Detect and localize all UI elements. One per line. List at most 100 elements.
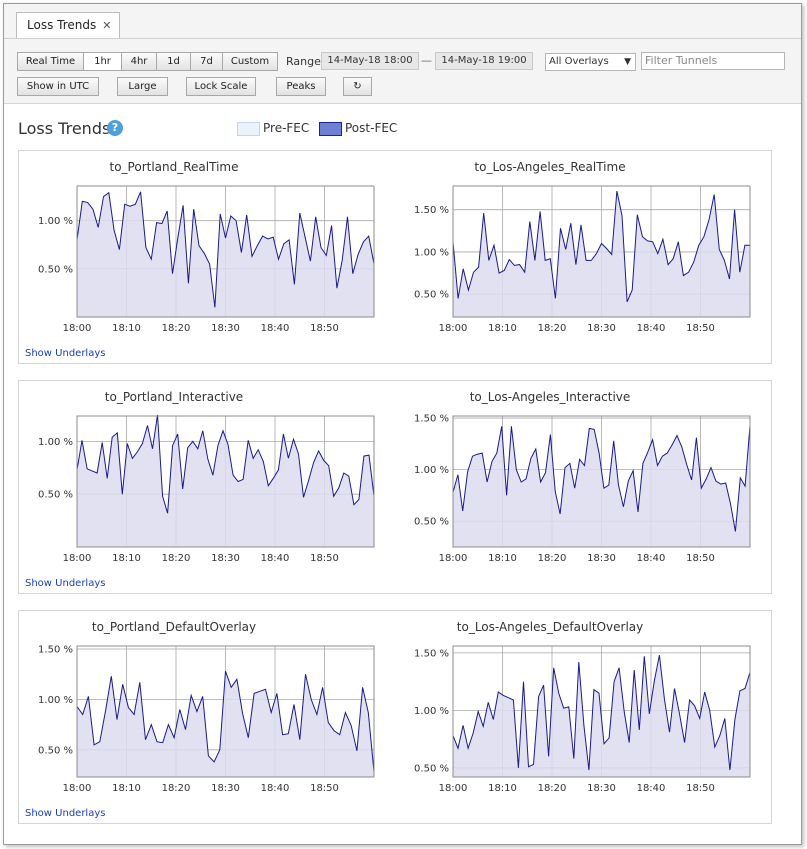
- x-tick-label: 18:20: [538, 323, 567, 334]
- show-underlays-link[interactable]: Show Underlays: [25, 808, 106, 819]
- x-tick-label: 18:10: [488, 323, 517, 334]
- x-tick-label: 18:20: [538, 783, 567, 794]
- post-fec-area: [453, 425, 750, 547]
- y-tick-label: 0.50 %: [38, 490, 73, 501]
- plot-border: [452, 415, 751, 548]
- chart-portland-interactive: to_Portland_Interactive 0.50 % 1.00 % 18:0…: [19, 390, 375, 570]
- y-tick-label: 0.50 %: [38, 264, 73, 275]
- chart-los-angeles-realtime: to_Los-Angeles_RealTime 0.50 % 1.00 % 1.50…: [395, 160, 751, 340]
- legend-post-fec-swatch: [319, 122, 342, 136]
- range-realtime-button[interactable]: Real Time: [17, 52, 84, 71]
- x-tick-label: 18:30: [587, 323, 616, 334]
- x-tick-label: 18:00: [439, 783, 468, 794]
- range-4hr-button[interactable]: 4hr: [121, 52, 157, 71]
- range-label: Range: [286, 55, 321, 68]
- legend-pre-fec-label: Pre-FEC: [263, 121, 310, 135]
- close-icon[interactable]: ✕: [102, 19, 112, 32]
- post-fec-line: [76, 414, 375, 514]
- chart-title: to_Portland_DefaultOverlay: [91, 620, 257, 634]
- x-tick-label: 18:50: [686, 553, 715, 564]
- x-tick-label: 18:50: [686, 783, 715, 794]
- tunnel-group-portland-la-interactive: to_Portland_Interactive 0.50 % 1.00 % 18:0…: [18, 380, 772, 594]
- y-tick-label: 1.00 %: [414, 465, 449, 476]
- range-1hr-button[interactable]: 1hr: [83, 52, 122, 71]
- loss-chart-plot[interactable]: 0.50 % 1.00 % 1.50 % 18:00 18:10 18:20 18:30 18…: [395, 620, 751, 800]
- x-tick-label: 18:50: [310, 323, 339, 334]
- plot-border: [76, 415, 375, 548]
- app-window: Loss Trends ✕ Real Time 1hr 4hr 1d 7d Cus…: [3, 3, 802, 845]
- tunnel-group-portland-la-default: to_Portland_DefaultOverlay 0.50 % 1.00 % 1…: [18, 610, 772, 824]
- chart-title: to_Los-Angeles_RealTime: [474, 160, 626, 174]
- x-tick-label: 18:20: [162, 783, 191, 794]
- post-fec-area: [77, 414, 374, 547]
- y-tick-label: 0.50 %: [414, 517, 449, 528]
- refresh-icon[interactable]: ↻: [343, 77, 372, 96]
- post-fec-line: [452, 190, 750, 302]
- y-tick-label: 0.50 %: [414, 763, 449, 774]
- peaks-button[interactable]: Peaks: [276, 77, 326, 96]
- show-underlays-link[interactable]: Show Underlays: [25, 348, 106, 359]
- x-tick-label: 18:40: [637, 323, 666, 334]
- chart-title: to_Los-Angeles_Interactive: [469, 390, 631, 404]
- x-tick-label: 18:00: [439, 323, 468, 334]
- show-utc-button[interactable]: Show in UTC: [17, 77, 99, 96]
- range-end-field[interactable]: 14-May-18 19:00: [435, 52, 533, 70]
- y-tick-label: 1.00 %: [38, 437, 73, 448]
- chart-title: to_Portland_RealTime: [109, 160, 239, 174]
- y-tick-label: 1.50 %: [414, 648, 449, 659]
- x-tick-label: 18:20: [538, 553, 567, 564]
- post-fec-line: [76, 191, 375, 308]
- show-underlays-link[interactable]: Show Underlays: [25, 578, 106, 589]
- range-custom-button[interactable]: Custom: [222, 52, 278, 71]
- x-tick-label: 18:30: [587, 553, 616, 564]
- x-tick-label: 18:10: [488, 783, 517, 794]
- toolbar: Real Time 1hr 4hr 1d 7d Custom Range 14-…: [4, 39, 801, 104]
- x-tick-label: 18:10: [488, 553, 517, 564]
- lock-scale-button[interactable]: Lock Scale: [186, 77, 256, 96]
- loss-chart-plot[interactable]: 0.50 % 1.00 % 1.50 % 18:00 18:10 18:20 18:30 18…: [395, 160, 751, 340]
- chart-portland-defaultoverlay: to_Portland_DefaultOverlay 0.50 % 1.00 % 1…: [19, 620, 375, 800]
- x-tick-label: 18:40: [261, 783, 290, 794]
- range-7d-button[interactable]: 7d: [190, 52, 223, 71]
- chevron-down-icon: ▼: [624, 57, 631, 67]
- post-fec-area: [77, 671, 374, 777]
- filter-tunnels-input[interactable]: Filter Tunnels: [641, 52, 785, 70]
- tunnel-group-portland-la-realtime: to_Portland_RealTime 0.50 % 1.00 % 18:00 18…: [18, 150, 772, 364]
- legend-post-fec-label: Post-FEC: [345, 121, 398, 135]
- x-tick-label: 18:10: [112, 783, 141, 794]
- loss-chart-plot[interactable]: 0.50 % 1.00 % 18:00 18:10 18:20 18:30 18:40 18:…: [19, 160, 375, 340]
- overlay-select-value: All Overlays: [549, 56, 609, 67]
- x-tick-label: 18:00: [63, 323, 92, 334]
- help-icon[interactable]: ?: [107, 120, 123, 136]
- loss-chart-plot[interactable]: 0.50 % 1.00 % 18:00 18:10 18:20 18:30 18:40 18:…: [19, 390, 375, 570]
- y-tick-label: 1.00 %: [38, 216, 73, 227]
- x-tick-label: 18:10: [112, 323, 141, 334]
- y-tick-label: 1.50 %: [414, 414, 449, 425]
- loss-chart-plot[interactable]: 0.50 % 1.00 % 1.50 % 18:00 18:10 18:20 18:30 18…: [395, 390, 751, 570]
- overlay-select[interactable]: All Overlays ▼: [545, 53, 636, 71]
- x-tick-label: 18:00: [63, 553, 92, 564]
- y-tick-label: 1.50 %: [38, 645, 73, 656]
- chart-portland-realtime: to_Portland_RealTime 0.50 % 1.00 % 18:00 18…: [19, 160, 375, 340]
- large-button[interactable]: Large: [117, 77, 168, 96]
- x-tick-label: 18:40: [261, 323, 290, 334]
- plot-border: [452, 185, 751, 318]
- loss-chart-plot[interactable]: 0.50 % 1.00 % 1.50 % 18:00 18:10 18:20 18:30 18…: [19, 620, 375, 800]
- chart-title: to_Portland_Interactive: [104, 390, 244, 404]
- x-tick-label: 18:50: [310, 783, 339, 794]
- x-tick-label: 18:40: [261, 553, 290, 564]
- range-separator: —: [421, 54, 432, 67]
- chart-title: to_Los-Angeles_DefaultOverlay: [456, 620, 644, 634]
- x-tick-label: 18:00: [439, 553, 468, 564]
- legend-pre-fec-swatch: [237, 122, 260, 136]
- tab-loss-trends[interactable]: Loss Trends ✕: [16, 12, 121, 38]
- x-tick-label: 18:40: [637, 783, 666, 794]
- range-1d-button[interactable]: 1d: [156, 52, 191, 71]
- y-tick-label: 1.00 %: [38, 695, 73, 706]
- y-tick-label: 1.50 %: [414, 205, 449, 216]
- x-tick-label: 18:40: [637, 553, 666, 564]
- y-tick-label: 0.50 %: [414, 290, 449, 301]
- x-tick-label: 18:30: [211, 553, 240, 564]
- y-tick-label: 1.00 %: [414, 247, 449, 258]
- range-start-field[interactable]: 14-May-18 18:00: [321, 52, 419, 70]
